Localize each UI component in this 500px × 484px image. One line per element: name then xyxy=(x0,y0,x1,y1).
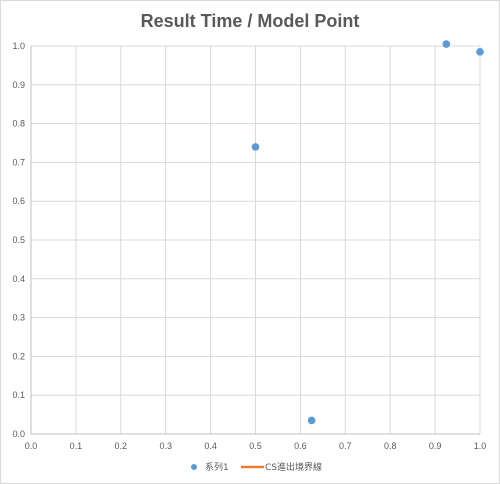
y-tick-label: 0.1 xyxy=(12,390,25,400)
y-tick-label: 0.5 xyxy=(12,235,25,245)
y-tick-label: 0.9 xyxy=(12,80,25,90)
x-tick-label: 0.6 xyxy=(294,441,307,451)
y-tick-label: 0.7 xyxy=(12,157,25,167)
y-tick-label: 1.0 xyxy=(12,41,25,51)
y-tick-label: 0.2 xyxy=(12,351,25,361)
x-tick-label: 0.8 xyxy=(384,441,397,451)
y-tick-label: 0.6 xyxy=(12,196,25,206)
x-tick-label: 1.0 xyxy=(474,441,487,451)
legend-label-series1: 系列1 xyxy=(205,461,229,473)
data-point xyxy=(442,40,451,48)
y-tick-label: 0.8 xyxy=(12,119,25,129)
x-tick-label: 0.9 xyxy=(429,441,442,451)
x-tick-label: 0.0 xyxy=(25,441,38,451)
y-tick-label: 0.0 xyxy=(12,429,25,439)
data-point xyxy=(476,48,484,56)
y-tick-label: 0.4 xyxy=(12,274,25,284)
x-tick-label: 0.5 xyxy=(249,441,262,451)
x-tick-label: 0.4 xyxy=(204,441,217,451)
legend-label-series2: CS進出境界線 xyxy=(265,461,322,473)
x-tick-label: 0.7 xyxy=(339,441,352,451)
chart-title: Result Time / Model Point xyxy=(140,11,360,31)
y-tick-label: 0.3 xyxy=(12,313,25,323)
x-tick-label: 0.2 xyxy=(115,441,128,451)
legend-marker-series1 xyxy=(191,464,197,470)
x-tick-label: 0.1 xyxy=(70,441,83,451)
data-point xyxy=(251,143,260,151)
x-tick-label: 0.3 xyxy=(159,441,172,451)
data-point xyxy=(307,416,316,425)
